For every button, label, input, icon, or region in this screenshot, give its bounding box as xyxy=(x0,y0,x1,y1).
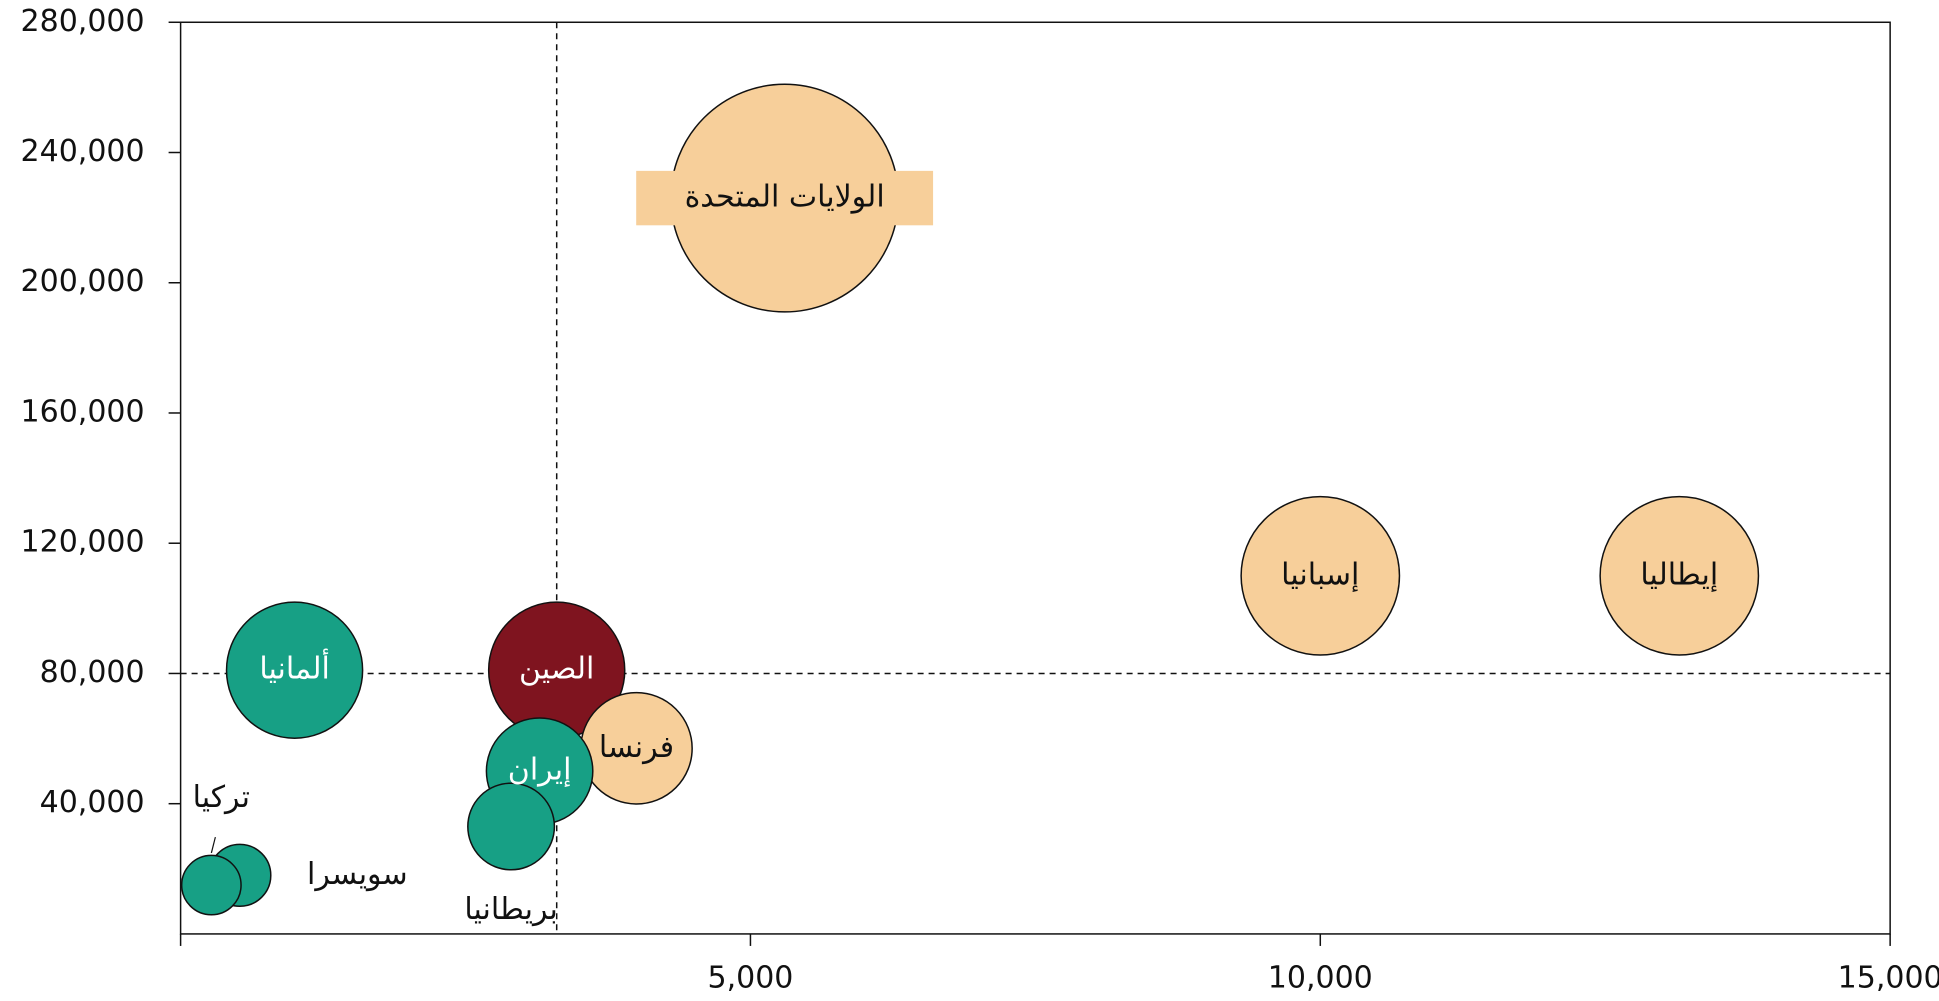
bubble-label: الولايات المتحدة xyxy=(685,180,885,215)
bubble-label: إيران xyxy=(508,753,572,788)
bubble xyxy=(180,854,242,916)
y-tick-label: 280,000 xyxy=(21,4,145,39)
bubble-label: إسبانيا xyxy=(1281,557,1359,592)
y-tick-label: 200,000 xyxy=(21,264,145,299)
y-tick-label: 120,000 xyxy=(21,525,145,560)
plot-frame xyxy=(179,21,1891,935)
bubble xyxy=(1599,495,1760,656)
bubble xyxy=(1240,495,1401,656)
bubble-label: إيطاليا xyxy=(1640,557,1718,592)
x-tick-label: 5,000 xyxy=(708,960,794,995)
x-tick-label: 10,000 xyxy=(1268,960,1373,995)
bubble-label: الصين xyxy=(519,652,594,687)
bubble xyxy=(225,601,364,739)
y-tick-label: 80,000 xyxy=(40,655,145,690)
y-tick-label: 240,000 xyxy=(21,134,145,169)
bubble-label: بريطانيا xyxy=(464,892,558,927)
bubble-label: سويسرا xyxy=(307,857,408,892)
x-tick-label: 15,000 xyxy=(1838,960,1939,995)
bubble-label: تركيا xyxy=(193,780,250,815)
bubble xyxy=(467,782,556,871)
y-tick-label: 160,000 xyxy=(21,394,145,429)
label-background xyxy=(636,170,934,226)
bubble-label: ألمانيا xyxy=(259,648,330,687)
leader-line xyxy=(210,836,216,854)
bubble-label: فرنسا xyxy=(599,730,674,765)
y-tick-label: 40,000 xyxy=(40,785,145,820)
